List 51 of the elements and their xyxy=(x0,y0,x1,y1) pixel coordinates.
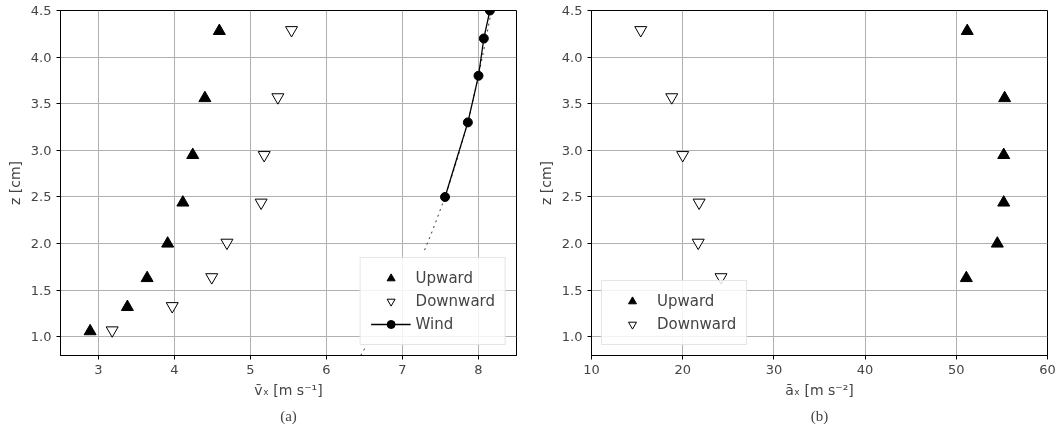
point xyxy=(176,195,190,207)
point xyxy=(120,299,134,311)
y-tick-label: 3.0 xyxy=(561,142,583,158)
x-tick-label: 10 xyxy=(583,361,600,377)
text: (a) xyxy=(280,407,297,425)
y-tick-label: 2.5 xyxy=(561,189,583,205)
y-tick-label: 4.5 xyxy=(561,3,583,18)
y-tick-label: 1.5 xyxy=(561,282,583,298)
point xyxy=(462,117,473,128)
y-tick-label: 4.5 xyxy=(30,3,52,18)
x-tick-label: 60 xyxy=(1039,361,1056,377)
point xyxy=(83,323,97,336)
text: (b) xyxy=(810,407,829,425)
point xyxy=(478,33,489,44)
y-tick-label: 3.5 xyxy=(30,96,52,112)
x-tick-label: 8 xyxy=(474,361,483,377)
point xyxy=(440,192,451,202)
point xyxy=(161,236,175,248)
y-axis-title: z [cm] xyxy=(537,160,554,206)
legend-label: Wind xyxy=(415,315,454,333)
x-tick-label: 30 xyxy=(765,361,783,377)
point xyxy=(271,93,285,105)
y-axis-title: z [cm] xyxy=(6,160,23,206)
y-tick-label: 4.0 xyxy=(561,49,583,65)
legend-label: Downward xyxy=(657,315,737,333)
y-tick-label: 3.5 xyxy=(561,96,583,112)
y-tick-label: 3.0 xyxy=(30,142,52,158)
x-tick-label: 50 xyxy=(948,361,965,377)
point xyxy=(140,270,154,283)
point xyxy=(285,26,299,38)
x-tick-label: 3 xyxy=(94,361,103,377)
y-tick-label: 1.0 xyxy=(561,329,583,345)
x-axis-title: v̄ₓ [m s⁻¹] xyxy=(254,381,323,398)
x-tick-label: 6 xyxy=(322,361,331,377)
x-tick-label: 7 xyxy=(398,361,407,377)
x-tick-label: 40 xyxy=(856,361,874,377)
legend-label: Downward xyxy=(415,292,495,310)
y-tick-label: 1.5 xyxy=(30,282,52,298)
legend-label: Upward xyxy=(415,269,473,287)
y-tick-label: 1.0 xyxy=(30,329,52,345)
y-tick-label: 2.5 xyxy=(30,189,52,205)
y-tick-label: 2.0 xyxy=(561,236,583,252)
point xyxy=(257,151,271,163)
x-tick-label: 20 xyxy=(674,361,691,377)
x-axis-title: āₓ [m s⁻²] xyxy=(785,381,854,398)
y-tick-label: 2.0 xyxy=(30,236,52,252)
point xyxy=(473,70,484,81)
x-tick-label: 4 xyxy=(170,361,179,377)
legend-label: Upward xyxy=(657,292,715,310)
y-tick-label: 4.0 xyxy=(30,49,52,65)
x-tick-label: 5 xyxy=(246,361,255,377)
